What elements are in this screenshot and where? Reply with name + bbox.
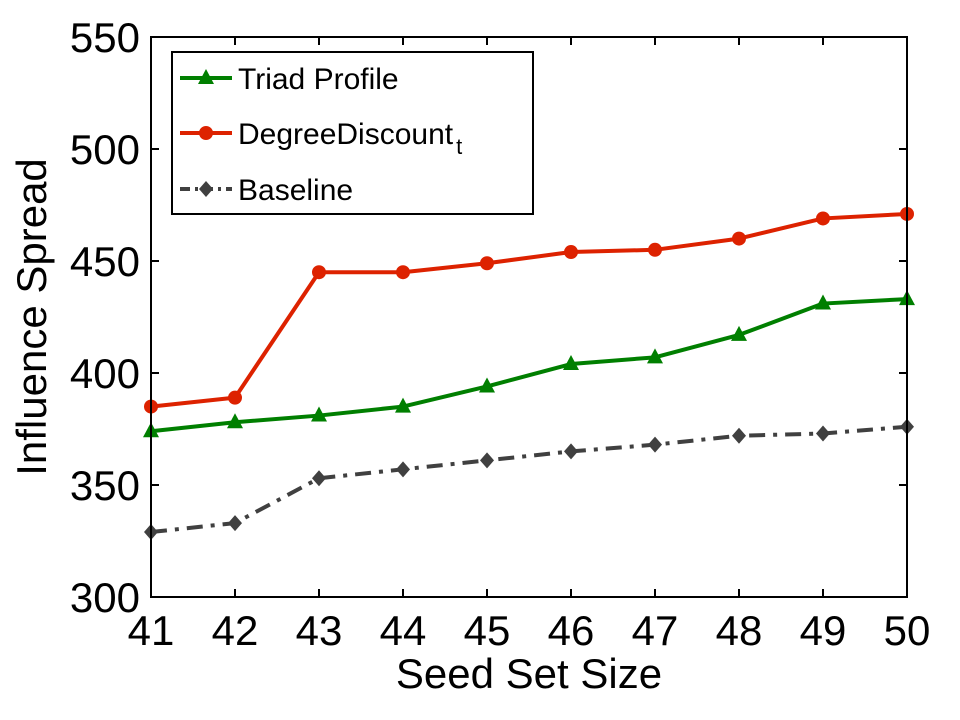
data-point <box>396 461 410 478</box>
legend-box <box>171 51 534 215</box>
x-axis-label: Seed Set Size <box>396 650 662 697</box>
data-point <box>228 515 242 532</box>
series-line <box>150 297 908 434</box>
x-tick-label: 42 <box>212 607 259 654</box>
data-point <box>480 452 494 469</box>
legend-marker <box>199 181 213 197</box>
x-tick-label: 41 <box>128 607 175 654</box>
x-tick-label: 46 <box>548 607 595 654</box>
legend-label: Baseline <box>238 174 353 207</box>
data-point <box>312 265 326 280</box>
data-point <box>228 390 242 405</box>
data-point <box>395 397 411 413</box>
data-point <box>815 294 831 310</box>
data-point <box>564 245 578 260</box>
data-point <box>396 265 410 280</box>
data-point <box>311 406 327 422</box>
legend-label: DegreeDiscount t <box>238 118 462 159</box>
y-axis-label: Influence Spread <box>8 158 55 476</box>
data-point <box>816 425 830 442</box>
plot-area-frame <box>150 36 908 598</box>
legend-label: Triad Profile <box>238 63 399 96</box>
data-point <box>648 242 662 257</box>
data-point <box>816 211 830 226</box>
series-line <box>150 424 908 535</box>
legend-marker <box>199 126 213 140</box>
data-point <box>648 436 662 453</box>
legend-entry: Baseline <box>180 174 353 207</box>
legend-entry: Triad Profile <box>180 63 399 96</box>
series-line <box>150 211 908 409</box>
legend-entry: DegreeDiscount t <box>180 118 462 159</box>
data-point <box>564 443 578 460</box>
series-2 <box>144 206 914 414</box>
data-point <box>647 348 663 364</box>
data-point <box>732 427 746 444</box>
legend-label-text: Baseline <box>238 174 353 207</box>
x-tick-label: 43 <box>296 607 343 654</box>
y-tick-label: 550 <box>70 14 140 61</box>
y-tick-label: 350 <box>70 462 140 509</box>
legend-marker <box>198 69 214 84</box>
series-3 <box>144 418 914 541</box>
x-tick-label: 45 <box>464 607 511 654</box>
data-point <box>312 470 326 487</box>
x-tick-label: 49 <box>800 607 847 654</box>
data-point <box>479 377 495 393</box>
x-tick-label: 48 <box>716 607 763 654</box>
x-tick-label: 44 <box>380 607 427 654</box>
y-tick-label: 500 <box>70 126 140 173</box>
y-tick-label: 300 <box>70 574 140 621</box>
data-point <box>227 413 243 429</box>
data-point <box>480 256 494 271</box>
legend-label-text: DegreeDiscount <box>238 118 454 151</box>
x-tick-label: 50 <box>884 607 931 654</box>
y-tick-label: 400 <box>70 350 140 397</box>
legend: Triad Profile DegreeDiscount t Baseline <box>171 51 534 215</box>
series-layer <box>143 206 915 541</box>
legend-label-text: Triad Profile <box>238 63 399 96</box>
ticks-layer: 41 42 43 44 45 46 47 48 49 50 300 350 400 450 500 550 <box>70 14 930 654</box>
data-point <box>563 355 579 371</box>
x-tick-label: 47 <box>632 607 679 654</box>
y-tick-label: 450 <box>70 238 140 285</box>
data-point <box>732 231 746 246</box>
legend-label-subscript: t <box>456 134 462 159</box>
data-point <box>731 325 747 341</box>
